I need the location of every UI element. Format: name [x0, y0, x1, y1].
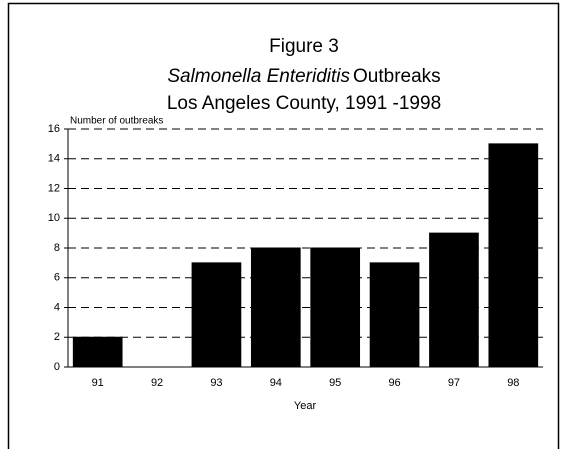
chart-title: Figure 3 [269, 36, 339, 57]
y-tick-label: 2 [54, 331, 60, 343]
y-tick-label: 12 [48, 182, 60, 194]
x-tick-label: 91 [92, 377, 104, 389]
bar [369, 262, 420, 368]
y-tick-label: 4 [54, 301, 60, 313]
y-axis-label: Number of outbreaks [70, 116, 163, 127]
y-tick-label: 8 [54, 242, 60, 254]
bar [310, 247, 361, 368]
y-tick-label: 10 [48, 212, 60, 224]
bar [72, 336, 123, 368]
y-tick-label: 14 [48, 153, 60, 165]
x-tick-label: 94 [270, 377, 282, 389]
x-tick-label: 95 [329, 377, 341, 389]
bar [488, 143, 539, 368]
subtitle-italic: Salmonella Enteriditis [167, 66, 350, 87]
y-tick-label: 16 [48, 123, 60, 135]
subtitle: Outbreaks [353, 66, 441, 87]
frame [7, 2, 560, 449]
chart-subtitle-2: Los Angeles County, 1991 -1998 [167, 93, 441, 114]
bar [191, 262, 242, 368]
x-axis-label: Year [294, 400, 317, 412]
y-tick-label: 6 [54, 272, 60, 284]
bar [429, 232, 479, 368]
x-tick-label: 96 [388, 377, 400, 389]
bar [250, 247, 301, 368]
x-tick-label: 92 [151, 377, 163, 389]
x-tick-label: 98 [507, 377, 519, 389]
chart-subtitle: Salmonella Enteriditis Outbreaks [167, 66, 440, 87]
x-tick-label: 97 [448, 377, 460, 389]
x-tick-label: 93 [210, 377, 222, 389]
y-tick-label: 0 [54, 361, 60, 373]
